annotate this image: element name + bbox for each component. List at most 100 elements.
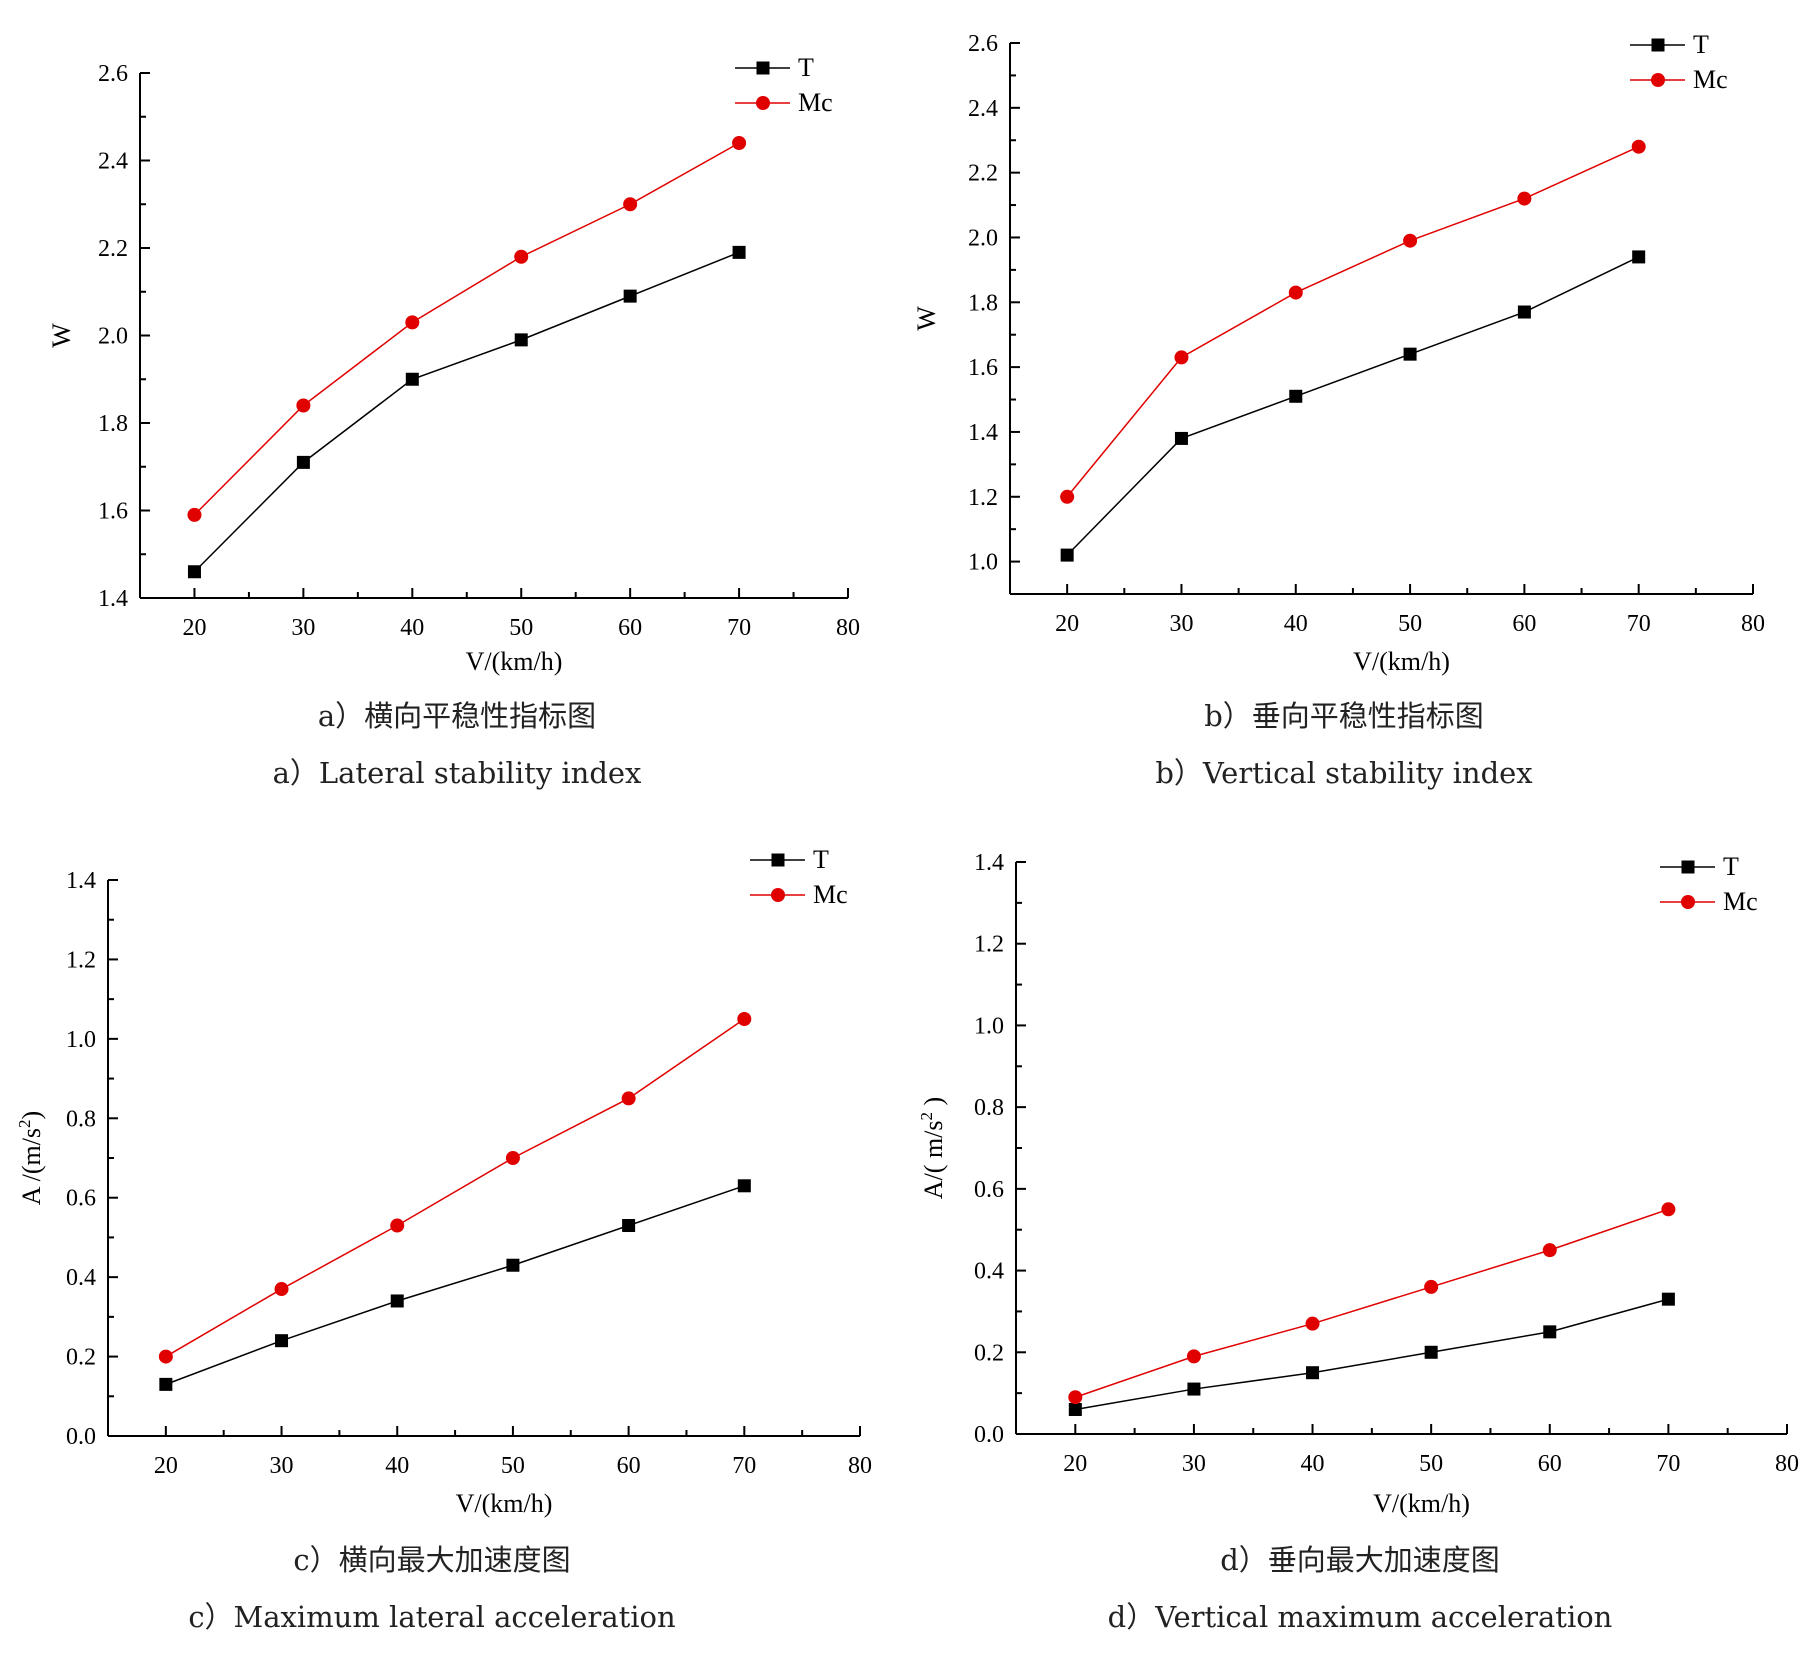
data-point: [514, 249, 529, 264]
x-tick-label: 40: [385, 1453, 409, 1479]
y-tick-label: 1.4: [974, 850, 1004, 876]
series-line: [193, 142, 740, 516]
x-tick-label: 70: [727, 615, 751, 641]
data-point: [732, 136, 747, 150]
data-point: [405, 372, 419, 386]
legend-marker: [1651, 73, 1665, 87]
data-point: [1424, 1279, 1439, 1294]
legend-label: Mc: [1723, 887, 1758, 916]
x-tick-label: 30: [1169, 611, 1193, 637]
data-point: [623, 289, 637, 303]
data-point: [1661, 1292, 1675, 1306]
series-line: [165, 1018, 745, 1358]
y-axis-label-superscript: 2: [15, 1119, 34, 1128]
chart-2: 20 30 40 50 60 70 80 1.0 1.2 1.4 1.6 1.8 2.0 2.2 2.4 2.…: [912, 30, 1765, 790]
chart-3: 20 30 40 50 60 70 80 0.0 0.2 0.4 0.6 0.8 1.0 1.2 1.4 V/…: [15, 845, 872, 1634]
data-point: [623, 197, 638, 212]
series-T: [159, 1179, 751, 1391]
x-tick-label: 70: [1656, 1451, 1680, 1477]
x-tick-label: 40: [1301, 1451, 1325, 1477]
y-tick-label: 0.2: [66, 1345, 96, 1371]
x-tick-label: 20: [1055, 611, 1079, 637]
data-point: [1174, 431, 1188, 445]
x-tick-label: 20: [182, 615, 206, 641]
y-axis-label: W: [912, 306, 941, 331]
y-tick-label: 2.0: [968, 225, 998, 251]
x-tick-label: 50: [509, 615, 533, 641]
series-line: [165, 1185, 745, 1386]
x-tick-label: 20: [1063, 1451, 1087, 1477]
legend-label: T: [813, 845, 829, 874]
y-axis-label-superscript: 2: [917, 1112, 936, 1121]
legend-label: Mc: [1693, 65, 1728, 94]
x-axis-label: V/(km/h): [1373, 1489, 1470, 1518]
data-point: [390, 1294, 404, 1308]
legend-label: Mc: [798, 88, 833, 117]
data-point: [1424, 1345, 1438, 1359]
series-T: [187, 245, 746, 579]
data-point: [1187, 1382, 1201, 1396]
data-point: [1068, 1390, 1083, 1405]
caption-chinese: a）横向平稳性指标图: [318, 699, 596, 733]
data-point: [1288, 285, 1303, 300]
series-Mc: [187, 136, 747, 522]
y-tick-label: 1.0: [974, 1013, 1004, 1039]
x-tick-label: 70: [732, 1453, 756, 1479]
y-tick-label: 1.4: [968, 420, 998, 446]
x-tick-label: 30: [291, 615, 315, 641]
y-axis-label: W: [47, 323, 76, 348]
legend: T Mc: [750, 845, 848, 909]
caption-english: c）Maximum lateral acceleration: [188, 1600, 675, 1634]
y-axis-label-text: W: [912, 306, 941, 331]
y-axis-label-text: A/( m/s: [919, 1120, 948, 1199]
x-axis-label: V/(km/h): [456, 1489, 553, 1518]
x-axis-label: V/(km/h): [466, 647, 563, 676]
y-tick-label: 0.6: [974, 1177, 1004, 1203]
data-point: [1517, 305, 1531, 319]
y-axis-label: A/( m/s2 ): [917, 1097, 948, 1199]
legend-marker: [756, 96, 770, 110]
data-point: [1289, 389, 1303, 403]
y-tick-label: 1.2: [968, 485, 998, 511]
data-point: [506, 1258, 520, 1272]
series-line: [1075, 1208, 1669, 1398]
x-tick-label: 30: [270, 1453, 294, 1479]
y-tick-label: 0.8: [66, 1106, 96, 1132]
series-line: [193, 251, 740, 573]
y-tick-label: 2.0: [98, 324, 128, 350]
y-tick-label: 0.0: [974, 1422, 1004, 1448]
legend-label: T: [1723, 852, 1739, 881]
data-point: [1306, 1366, 1320, 1380]
data-point: [1542, 1243, 1557, 1258]
legend-marker: [771, 888, 785, 902]
x-tick-label: 60: [617, 1453, 641, 1479]
legend-marker: [771, 853, 785, 867]
data-point: [187, 565, 201, 579]
data-point: [622, 1219, 636, 1233]
y-tick-label: 0.2: [974, 1340, 1004, 1366]
legend-marker: [1681, 895, 1695, 909]
data-point: [1661, 1202, 1676, 1217]
data-point: [405, 315, 420, 330]
x-tick-label: 50: [501, 1453, 525, 1479]
x-tick-label: 50: [1419, 1451, 1443, 1477]
data-point: [1305, 1316, 1320, 1331]
x-tick-label: 50: [1398, 611, 1422, 637]
y-axis-label-text: W: [47, 323, 76, 348]
series-T: [1060, 250, 1646, 562]
data-point: [514, 333, 528, 347]
x-tick-label: 40: [1284, 611, 1308, 637]
legend-marker: [756, 61, 770, 75]
x-tick-label: 80: [1775, 1451, 1799, 1477]
x-tick-label: 80: [1741, 611, 1765, 637]
data-point: [1060, 489, 1075, 504]
x-tick-label: 70: [1627, 611, 1651, 637]
y-tick-label: 1.4: [66, 868, 96, 894]
y-tick-label: 0.0: [66, 1424, 96, 1450]
x-tick-label: 40: [400, 615, 424, 641]
legend: T Mc: [735, 53, 833, 117]
data-point: [390, 1218, 405, 1233]
y-tick-label: 2.6: [968, 31, 998, 57]
series-line: [1075, 1298, 1669, 1411]
data-point: [1631, 139, 1646, 154]
